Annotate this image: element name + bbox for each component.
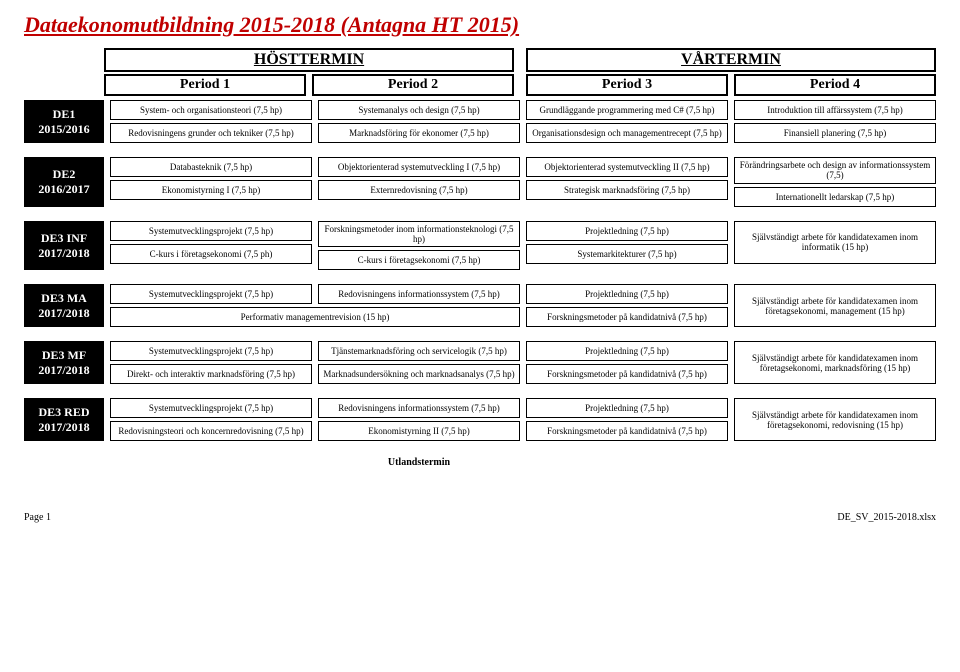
year-row: DE3 RED2017/2018Systemutvecklingsprojekt… (24, 398, 936, 441)
period-column: Objektorienterad systemutveckling II (7,… (526, 157, 728, 207)
period-column: Grundläggande programmering med C# (7,5 … (526, 100, 728, 143)
period-column: Systemutvecklingsprojekt (7,5 hp) C-kurs … (110, 221, 312, 271)
course-cell: Performativ managementrevision (15 hp) (110, 307, 520, 327)
year-row: DE3 INF2017/2018Systemutvecklingsprojekt… (24, 221, 936, 271)
year-label: DE3 INF2017/2018 (24, 221, 104, 271)
course-cell: Självständigt arbete för kandidatexamen … (734, 221, 936, 264)
period-column: Självständigt arbete för kandidatexamen … (734, 221, 936, 271)
period-column: Systemutvecklingsprojekt (7,5 hp)Perform… (110, 284, 312, 327)
course-cell: Introduktion till affärssystem (7,5 hp) (734, 100, 936, 120)
course-cell: Externredovisning (7,5 hp) (318, 180, 520, 200)
period-4: Period 4 (734, 74, 936, 96)
period-column: Redovisningens informationssystem (7,5 h… (318, 398, 520, 441)
term-hosttermin: HÖSTTERMIN (104, 48, 514, 72)
document-title: Dataekonomutbildning 2015-2018 (Antagna … (24, 12, 936, 38)
period-column: Tjänstemarknadsföring och servicelogik (… (318, 341, 520, 384)
period-column: Projektledning (7,5 hp) Forskningsmetoder… (526, 341, 728, 384)
period-column: Systemutvecklingsprojekt (7,5 hp) Redovis… (110, 398, 312, 441)
period-column: Objektorienterad systemutveckling I (7,5… (318, 157, 520, 207)
period-column: Systemutvecklingsprojekt (7,5 hp) Direkt-… (110, 341, 312, 384)
course-cell: Objektorienterad systemutveckling I (7,5… (318, 157, 520, 177)
course-cell: Grundläggande programmering med C# (7,5 … (526, 100, 728, 120)
term-header-row: HÖSTTERMIN Period 1 Period 2 VÅRTERMIN P… (24, 48, 936, 96)
course-cell: Forskningsmetoder på kandidatnivå (7,5 h… (526, 364, 728, 384)
utlandstermin-note: Utlandstermin (318, 455, 520, 468)
course-cell: Forskningsmetoder på kandidatnivå (7,5 h… (526, 421, 728, 441)
course-cell: Systemutvecklingsprojekt (7,5 hp) (110, 341, 312, 361)
course-cell: C-kurs i företagsekonomi (7,5 hp) (318, 250, 520, 270)
course-cell: Projektledning (7,5 hp) (526, 398, 728, 418)
course-cell: Självständigt arbete för kandidatexamen … (734, 341, 936, 384)
course-cell: C-kurs i företagsekonomi (7,5 ph) (110, 244, 312, 264)
period-3: Period 3 (526, 74, 728, 96)
period-column: Projektledning (7,5 hp) Systemarkitekture… (526, 221, 728, 271)
page-footer: Page 1 DE_SV_2015-2018.xlsx (24, 508, 936, 523)
course-cell: Projektledning (7,5 hp) (526, 284, 728, 304)
year-label: DE3 MA2017/2018 (24, 284, 104, 327)
course-cell: Projektledning (7,5 hp) (526, 341, 728, 361)
course-cell: Redovisningens informationssystem (7,5 h… (318, 398, 520, 418)
course-cell: Strategisk marknadsföring (7,5 hp) (526, 180, 728, 200)
course-cell: Självständigt arbete för kandidatexamen … (734, 398, 936, 441)
period-2: Period 2 (312, 74, 514, 96)
course-cell: Direkt- och interaktiv marknadsföring (7… (110, 364, 312, 384)
year-label: DE3 MF2017/2018 (24, 341, 104, 384)
course-cell: Förändringsarbete och design av informat… (734, 157, 936, 184)
course-cell: Finansiell planering (7,5 hp) (734, 123, 936, 143)
course-cell: Projektledning (7,5 hp) (526, 221, 728, 241)
course-cell: Organisationsdesign och managementrecept… (526, 123, 728, 143)
course-cell: Ekonomistyrning I (7,5 hp) (110, 180, 312, 200)
course-cell: Forskningsmetoder på kandidatnivå (7,5 h… (526, 307, 728, 327)
period-column: Förändringsarbete och design av informat… (734, 157, 936, 207)
period-column: Databasteknik (7,5 hp) Ekonomistyrning I … (110, 157, 312, 207)
period-column: Självständigt arbete för kandidatexamen … (734, 341, 936, 384)
course-cell: Objektorienterad systemutveckling II (7,… (526, 157, 728, 177)
period-column: Forskningsmetoder inom informationstekno… (318, 221, 520, 271)
footer-page: Page 1 (24, 512, 51, 523)
year-row: DE3 MF2017/2018Systemutvecklingsprojekt … (24, 341, 936, 384)
course-cell: Systemutvecklingsprojekt (7,5 hp) (110, 221, 312, 241)
period-column: Systemanalys och design (7,5 hp) Marknads… (318, 100, 520, 143)
course-cell: Systemutvecklingsprojekt (7,5 hp) (110, 398, 312, 418)
course-cell: Tjänstemarknadsföring och servicelogik (… (318, 341, 520, 361)
course-cell: Redovisningens grunder och tekniker (7,5… (110, 123, 312, 143)
period-column: Projektledning (7,5 hp) Forskningsmetoder… (526, 398, 728, 441)
period-column: Självständigt arbete för kandidatexamen … (734, 398, 936, 441)
year-row: DE12015/2016System- och organisationsteo… (24, 100, 936, 143)
year-label: DE12015/2016 (24, 100, 104, 143)
period-column: Självständigt arbete för kandidatexamen … (734, 284, 936, 327)
year-label: DE3 RED2017/2018 (24, 398, 104, 441)
period-column: Introduktion till affärssystem (7,5 hp) F… (734, 100, 936, 143)
course-cell: Marknadsföring för ekonomer (7,5 hp) (318, 123, 520, 143)
course-cell: Ekonomistyrning II (7,5 hp) (318, 421, 520, 441)
course-cell: Redovisningsteori och koncernredovisning… (110, 421, 312, 441)
course-cell: Marknadsundersökning och marknadsanalys … (318, 364, 520, 384)
year-row: DE22016/2017 Databasteknik (7,5 hp) Ekonom… (24, 157, 936, 207)
course-cell: Systemarkitekturer (7,5 hp) (526, 244, 728, 264)
period-1: Period 1 (104, 74, 306, 96)
course-cell: Forskningsmetoder inom informationstekno… (318, 221, 520, 248)
course-cell: Internationellt ledarskap (7,5 hp) (734, 187, 936, 207)
course-cell: System- och organisationsteori (7,5 hp) (110, 100, 312, 120)
course-cell: Självständigt arbete för kandidatexamen … (734, 284, 936, 327)
term-vartermin: VÅRTERMIN (526, 48, 936, 72)
period-column: Projektledning (7,5 hp) Forskningsmetoder… (526, 284, 728, 327)
course-cell: Systemutvecklingsprojekt (7,5 hp) (110, 284, 312, 304)
course-cell: Databasteknik (7,5 hp) (110, 157, 312, 177)
year-label: DE22016/2017 (24, 157, 104, 207)
course-cell: Redovisningens informationssystem (7,5 h… (318, 284, 520, 304)
year-row: DE3 MA2017/2018Systemutvecklingsprojekt … (24, 284, 936, 327)
footer-filename: DE_SV_2015-2018.xlsx (837, 512, 936, 523)
course-cell: Systemanalys och design (7,5 hp) (318, 100, 520, 120)
period-column: System- och organisationsteori (7,5 hp) R… (110, 100, 312, 143)
